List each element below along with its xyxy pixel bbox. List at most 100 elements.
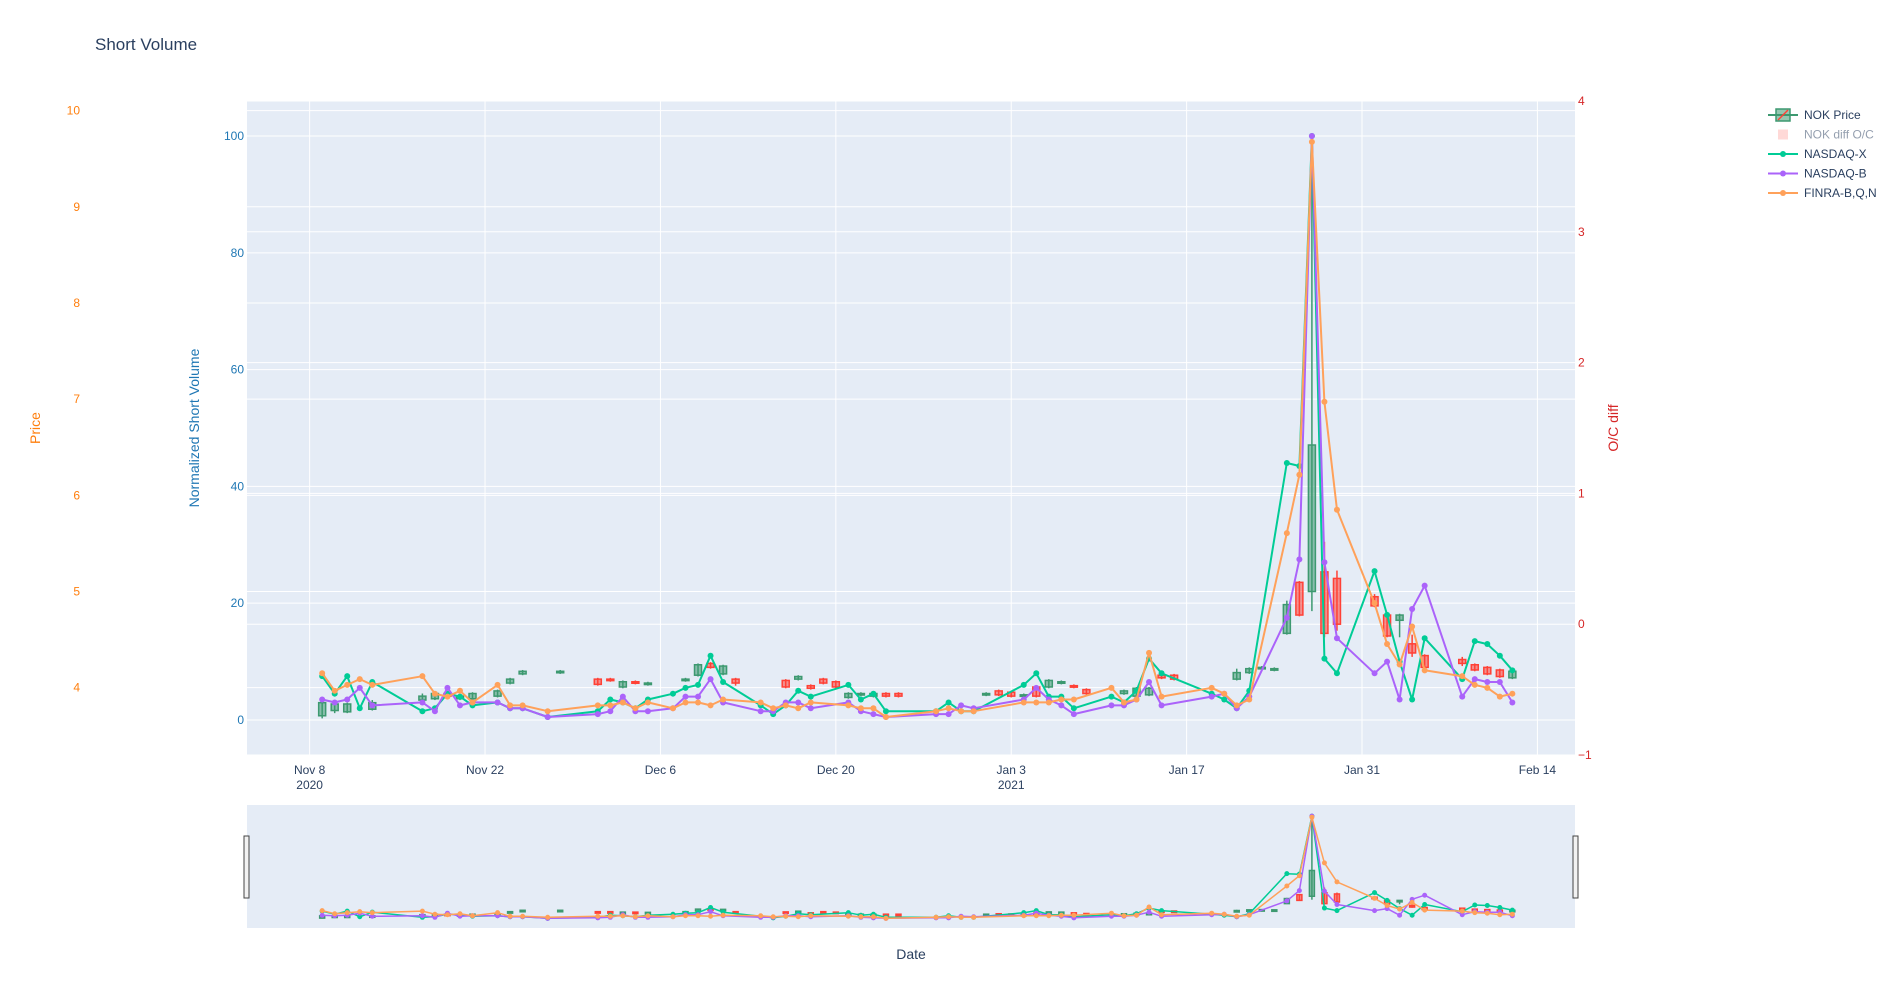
finra-mini-point — [632, 914, 638, 920]
finra-point — [1296, 471, 1303, 478]
finra-point — [1158, 693, 1165, 700]
finra-mini-point — [1033, 913, 1039, 919]
candle-body — [1495, 669, 1505, 678]
nasdaq-x-point — [419, 708, 426, 715]
finra-point — [331, 687, 338, 694]
finra-mini-point — [1159, 912, 1165, 918]
volume-tick-label: 80 — [231, 246, 245, 260]
candle-body — [681, 678, 690, 682]
finra-mini-point — [1397, 906, 1403, 912]
legend-item-nok-price[interactable]: NOK Price — [1768, 108, 1861, 122]
nasdaq-b-point — [1371, 670, 1378, 677]
volume-tick-label: 20 — [231, 596, 245, 610]
nasdaq-x-mini-point — [708, 905, 714, 911]
nasdaq-b-mini-point — [369, 913, 375, 919]
legend-item-nasdaq-x[interactable]: NASDAQ-X — [1768, 147, 1867, 161]
finra-point — [456, 687, 463, 694]
legend-label: FINRA-B,Q,N — [1804, 186, 1877, 200]
candle-body — [631, 681, 640, 685]
candle-body — [468, 692, 477, 700]
finra-mini-point — [620, 913, 626, 919]
finra-mini-point — [1472, 910, 1478, 916]
finra-point — [857, 705, 864, 712]
finra-point — [807, 699, 814, 706]
candle-body — [1082, 688, 1091, 695]
candle-body — [618, 681, 628, 688]
finra-mini-point — [946, 914, 952, 920]
nasdaq-b-point — [1033, 684, 1040, 691]
finra-mini-point — [708, 913, 714, 919]
finra-point — [1409, 623, 1416, 630]
candle-body — [1408, 904, 1416, 908]
nasdaq-b-mini-point — [1146, 909, 1152, 915]
candle-body — [1296, 893, 1303, 902]
nasdaq-b-point — [945, 711, 952, 718]
finra-mini-point — [507, 913, 513, 919]
finra-mini-point — [1108, 910, 1114, 916]
nasdaq-x-point — [344, 673, 351, 680]
legend-swatch-marker — [1780, 170, 1786, 177]
nasdaq-b-point — [958, 702, 965, 709]
range-slider-right-handle[interactable] — [1572, 835, 1579, 899]
legend-swatch-marker — [1780, 151, 1786, 157]
finra-point — [1108, 684, 1115, 691]
finra-point — [669, 705, 676, 712]
finra-point — [1384, 641, 1391, 648]
finra-mini-point — [332, 911, 338, 917]
nasdaq-x-point — [356, 705, 363, 712]
nasdaq-b-point — [1384, 658, 1391, 665]
nasdaq-x-point — [1484, 641, 1491, 648]
candle-body — [1271, 909, 1278, 913]
candle-body — [493, 690, 502, 697]
nasdaq-x-point — [607, 696, 614, 703]
range-slider-left-handle[interactable] — [243, 835, 250, 899]
legend-item-finra-b-q-n[interactable]: FINRA-B,Q,N — [1768, 186, 1877, 200]
finra-point — [1333, 506, 1340, 513]
finra-mini-point — [357, 909, 363, 915]
candle-body — [555, 670, 565, 674]
finra-point — [1058, 696, 1065, 703]
nasdaq-x-point — [945, 699, 952, 706]
nasdaq-x-point — [857, 696, 864, 703]
nasdaq-x-mini-point — [1334, 908, 1340, 914]
candle-body — [731, 678, 740, 684]
nasdaq-b-point — [619, 693, 626, 700]
nasdaq-b-point — [1409, 606, 1416, 613]
finra-mini-point — [670, 914, 676, 920]
nasdaq-x-mini-point — [1422, 901, 1428, 907]
finra-point — [682, 699, 689, 706]
nasdaq-b-mini-point — [1397, 912, 1403, 918]
nasdaq-x-point — [1409, 696, 1416, 703]
volume-tick-label: 60 — [231, 363, 245, 377]
finra-point — [945, 705, 952, 712]
nasdaq-b-mini-point — [1459, 912, 1465, 918]
finra-point — [958, 708, 965, 715]
finra-mini-point — [845, 913, 851, 919]
legend-item-nasdaq-b[interactable]: NASDAQ-B — [1768, 167, 1867, 181]
volume-axis-ticks: 0 20 40 60 80 100 — [224, 129, 244, 727]
finra-mini-point — [883, 915, 889, 921]
candle-body — [606, 678, 615, 682]
x-tick-label: Nov 22 — [466, 763, 504, 777]
finra-point — [1484, 684, 1491, 691]
legend[interactable]: NOK Price NOK diff O/C NASDAQ-X NASDAQ-B FIN… — [1768, 108, 1877, 200]
finra-point — [795, 705, 802, 712]
nasdaq-x-mini-point — [1284, 871, 1290, 877]
price-axis-title: Price — [27, 412, 43, 444]
finra-mini-point — [595, 913, 601, 919]
finra-point — [356, 676, 363, 683]
candle-body — [556, 909, 564, 913]
price-tick-label: 9 — [73, 200, 80, 214]
finra-mini-point — [495, 910, 501, 916]
price-axis-ticks: 4 5 6 7 8 9 10 — [67, 104, 81, 695]
nasdaq-b-point — [1208, 693, 1215, 700]
finra-mini-point — [1134, 912, 1140, 918]
finra-point — [419, 673, 426, 680]
nasdaq-b-mini-point — [1334, 901, 1340, 907]
nasdaq-b-point — [356, 684, 363, 691]
nasdaq-b-point — [1308, 133, 1315, 140]
candle-body — [693, 663, 703, 676]
legend-item-nok-diff-o-c[interactable]: NOK diff O/C — [1778, 128, 1874, 142]
finra-point — [782, 702, 789, 709]
x-axis-title: Date — [896, 946, 926, 962]
